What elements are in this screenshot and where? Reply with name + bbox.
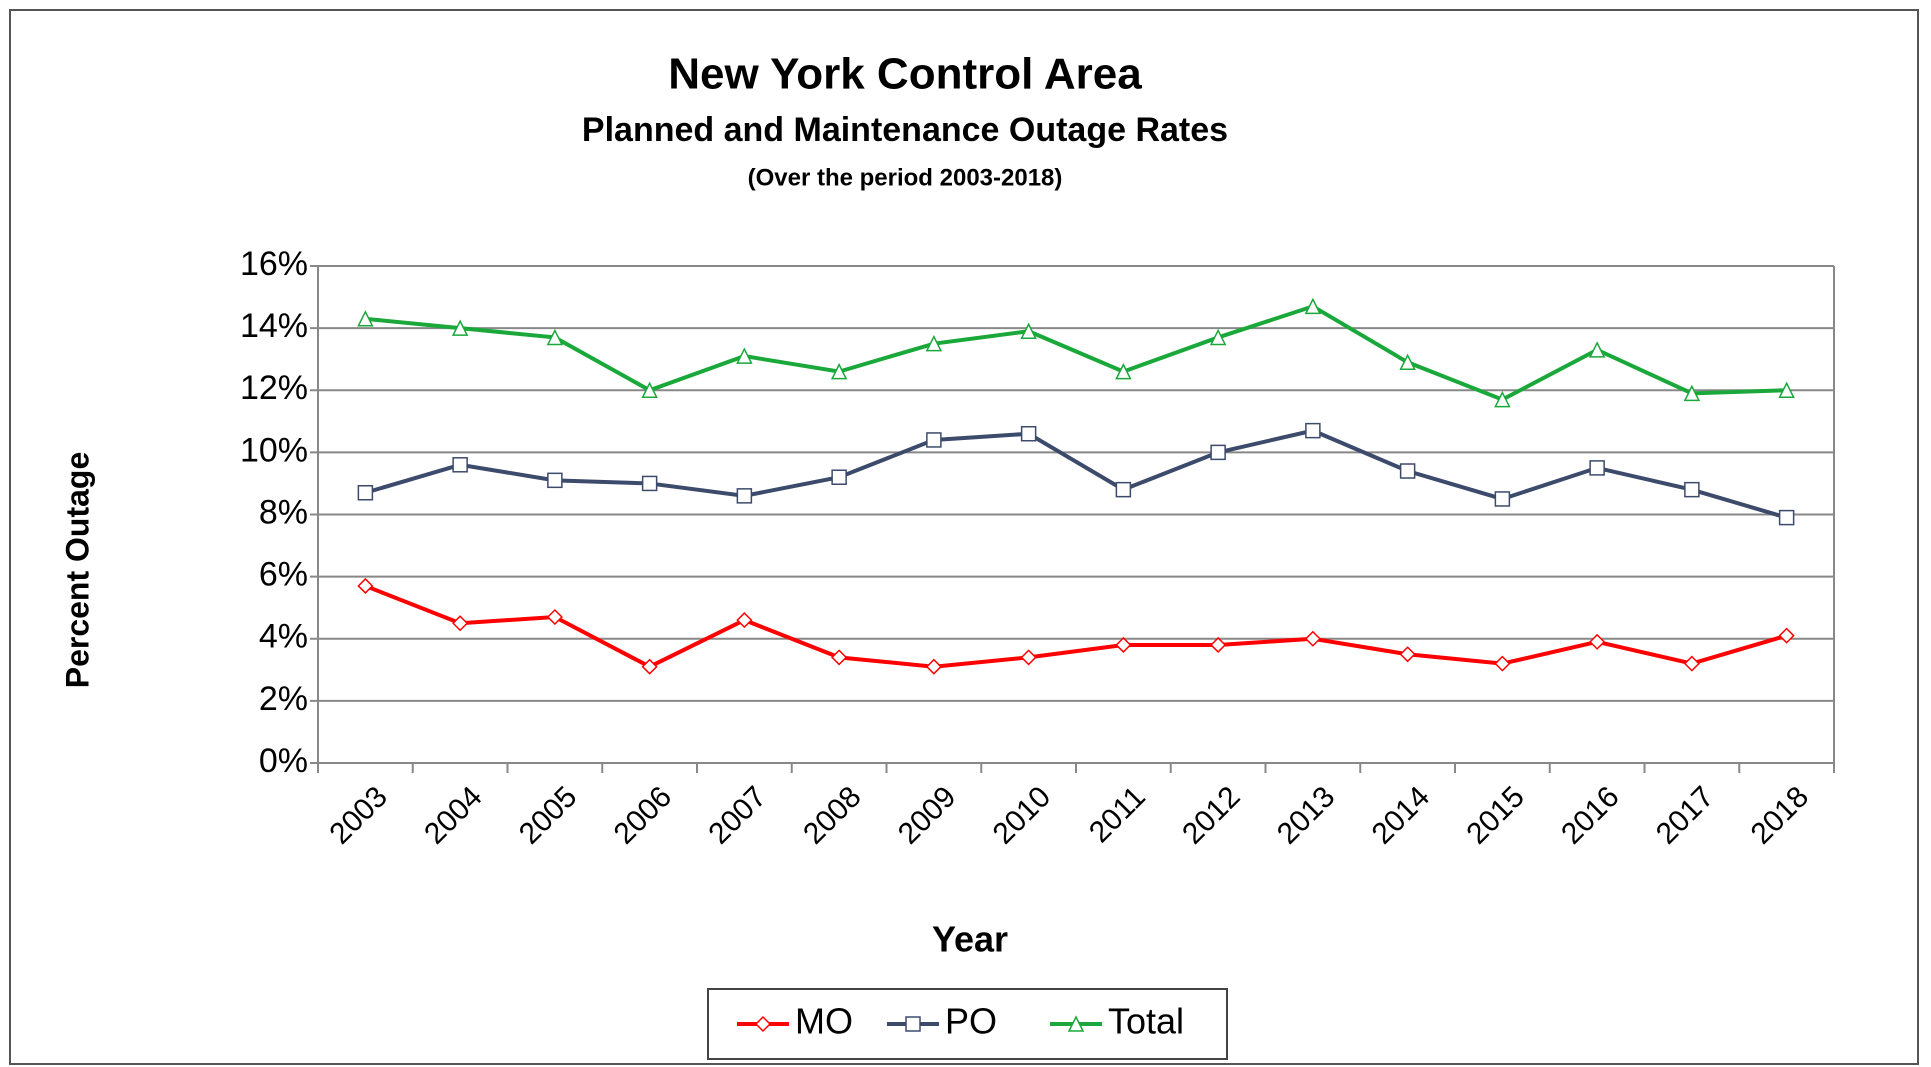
- marker: [1778, 627, 1795, 644]
- marker: [452, 615, 469, 632]
- chart-border: [9, 9, 1919, 1065]
- marker: [357, 485, 374, 501]
- chart-title: New York Control Area: [668, 50, 1142, 99]
- y-tick-label: 14%: [240, 307, 308, 345]
- marker: [452, 457, 468, 473]
- marker: [1494, 491, 1511, 507]
- marker: [1778, 381, 1795, 398]
- marker: [1684, 481, 1700, 498]
- marker: [1210, 636, 1227, 654]
- marker: [1494, 390, 1511, 408]
- marker: [547, 472, 563, 489]
- marker: [1067, 1015, 1085, 1032]
- marker: [357, 310, 374, 327]
- marker: [1494, 655, 1511, 672]
- marker: [831, 469, 847, 485]
- legend-box: [707, 988, 1228, 1060]
- y-tick-label: 12%: [240, 369, 308, 407]
- y-tick-label: 4%: [259, 618, 308, 656]
- marker: [641, 658, 658, 675]
- marker: [641, 381, 658, 398]
- chart-note: (Over the period 2003-2018): [748, 164, 1063, 191]
- marker: [1115, 636, 1132, 654]
- marker: [1399, 646, 1416, 663]
- marker: [1210, 444, 1226, 461]
- marker: [546, 328, 564, 346]
- y-axis-title: Percent Outage: [59, 452, 95, 689]
- marker: [641, 475, 658, 492]
- series-line: [364, 584, 1788, 669]
- marker: [1683, 655, 1700, 672]
- marker: [1304, 630, 1321, 647]
- marker: [1399, 463, 1416, 479]
- x-axis-title: Year: [932, 919, 1008, 960]
- marker: [736, 347, 753, 364]
- legend-label: PO: [945, 1001, 997, 1042]
- y-tick-label: 10%: [240, 431, 308, 469]
- marker: [736, 612, 753, 629]
- marker: [1020, 425, 1037, 442]
- y-tick-label: 2%: [259, 680, 308, 718]
- marker: [754, 1015, 772, 1033]
- marker: [905, 1016, 921, 1032]
- y-tick-label: 0%: [259, 742, 308, 780]
- marker: [926, 432, 942, 448]
- marker: [925, 658, 942, 675]
- legend-label: Total: [1108, 1001, 1184, 1042]
- series-line: [364, 428, 1788, 520]
- y-tick-label: 8%: [259, 493, 308, 531]
- marker: [1588, 341, 1606, 358]
- marker: [830, 362, 848, 380]
- marker: [1589, 633, 1606, 650]
- marker: [1778, 509, 1795, 526]
- marker: [1589, 460, 1605, 476]
- marker: [1020, 649, 1037, 666]
- marker: [1683, 384, 1701, 402]
- marker: [736, 488, 753, 504]
- marker: [1020, 322, 1037, 339]
- marker: [546, 608, 563, 626]
- marker: [1115, 362, 1132, 380]
- marker: [1115, 481, 1132, 498]
- marker: [831, 649, 848, 666]
- marker: [1209, 328, 1227, 346]
- legend-label: MO: [795, 1001, 853, 1042]
- marker: [1399, 353, 1416, 371]
- chart-subtitle: Planned and Maintenance Outage Rates: [582, 111, 1228, 149]
- marker: [357, 577, 374, 595]
- y-tick-label: 16%: [240, 245, 308, 283]
- marker: [451, 319, 469, 336]
- marker: [1304, 297, 1322, 315]
- series-line: [365, 304, 1787, 402]
- marker: [1305, 422, 1321, 439]
- y-tick-label: 6%: [259, 556, 308, 594]
- marker: [925, 334, 943, 352]
